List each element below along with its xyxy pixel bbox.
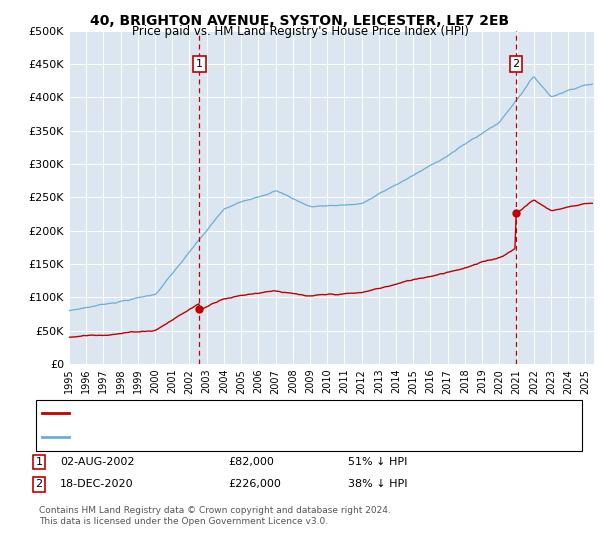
Text: 40, BRIGHTON AVENUE, SYSTON, LEICESTER, LE7 2EB (detached house): 40, BRIGHTON AVENUE, SYSTON, LEICESTER, …	[73, 408, 448, 418]
Text: 1: 1	[35, 457, 43, 467]
Text: HPI: Average price, detached house, Charnwood: HPI: Average price, detached house, Char…	[73, 432, 325, 442]
Text: 51% ↓ HPI: 51% ↓ HPI	[348, 457, 407, 467]
Text: £82,000: £82,000	[228, 457, 274, 467]
Text: 1: 1	[196, 59, 203, 69]
Text: 18-DEC-2020: 18-DEC-2020	[60, 479, 134, 489]
Text: 40, BRIGHTON AVENUE, SYSTON, LEICESTER, LE7 2EB: 40, BRIGHTON AVENUE, SYSTON, LEICESTER, …	[91, 14, 509, 28]
Text: £226,000: £226,000	[228, 479, 281, 489]
Text: Price paid vs. HM Land Registry's House Price Index (HPI): Price paid vs. HM Land Registry's House …	[131, 25, 469, 38]
Text: Contains HM Land Registry data © Crown copyright and database right 2024.: Contains HM Land Registry data © Crown c…	[39, 506, 391, 515]
Text: 02-AUG-2002: 02-AUG-2002	[60, 457, 134, 467]
Text: 2: 2	[512, 59, 520, 69]
Text: 38% ↓ HPI: 38% ↓ HPI	[348, 479, 407, 489]
Text: 2: 2	[35, 479, 43, 489]
Text: This data is licensed under the Open Government Licence v3.0.: This data is licensed under the Open Gov…	[39, 517, 328, 526]
